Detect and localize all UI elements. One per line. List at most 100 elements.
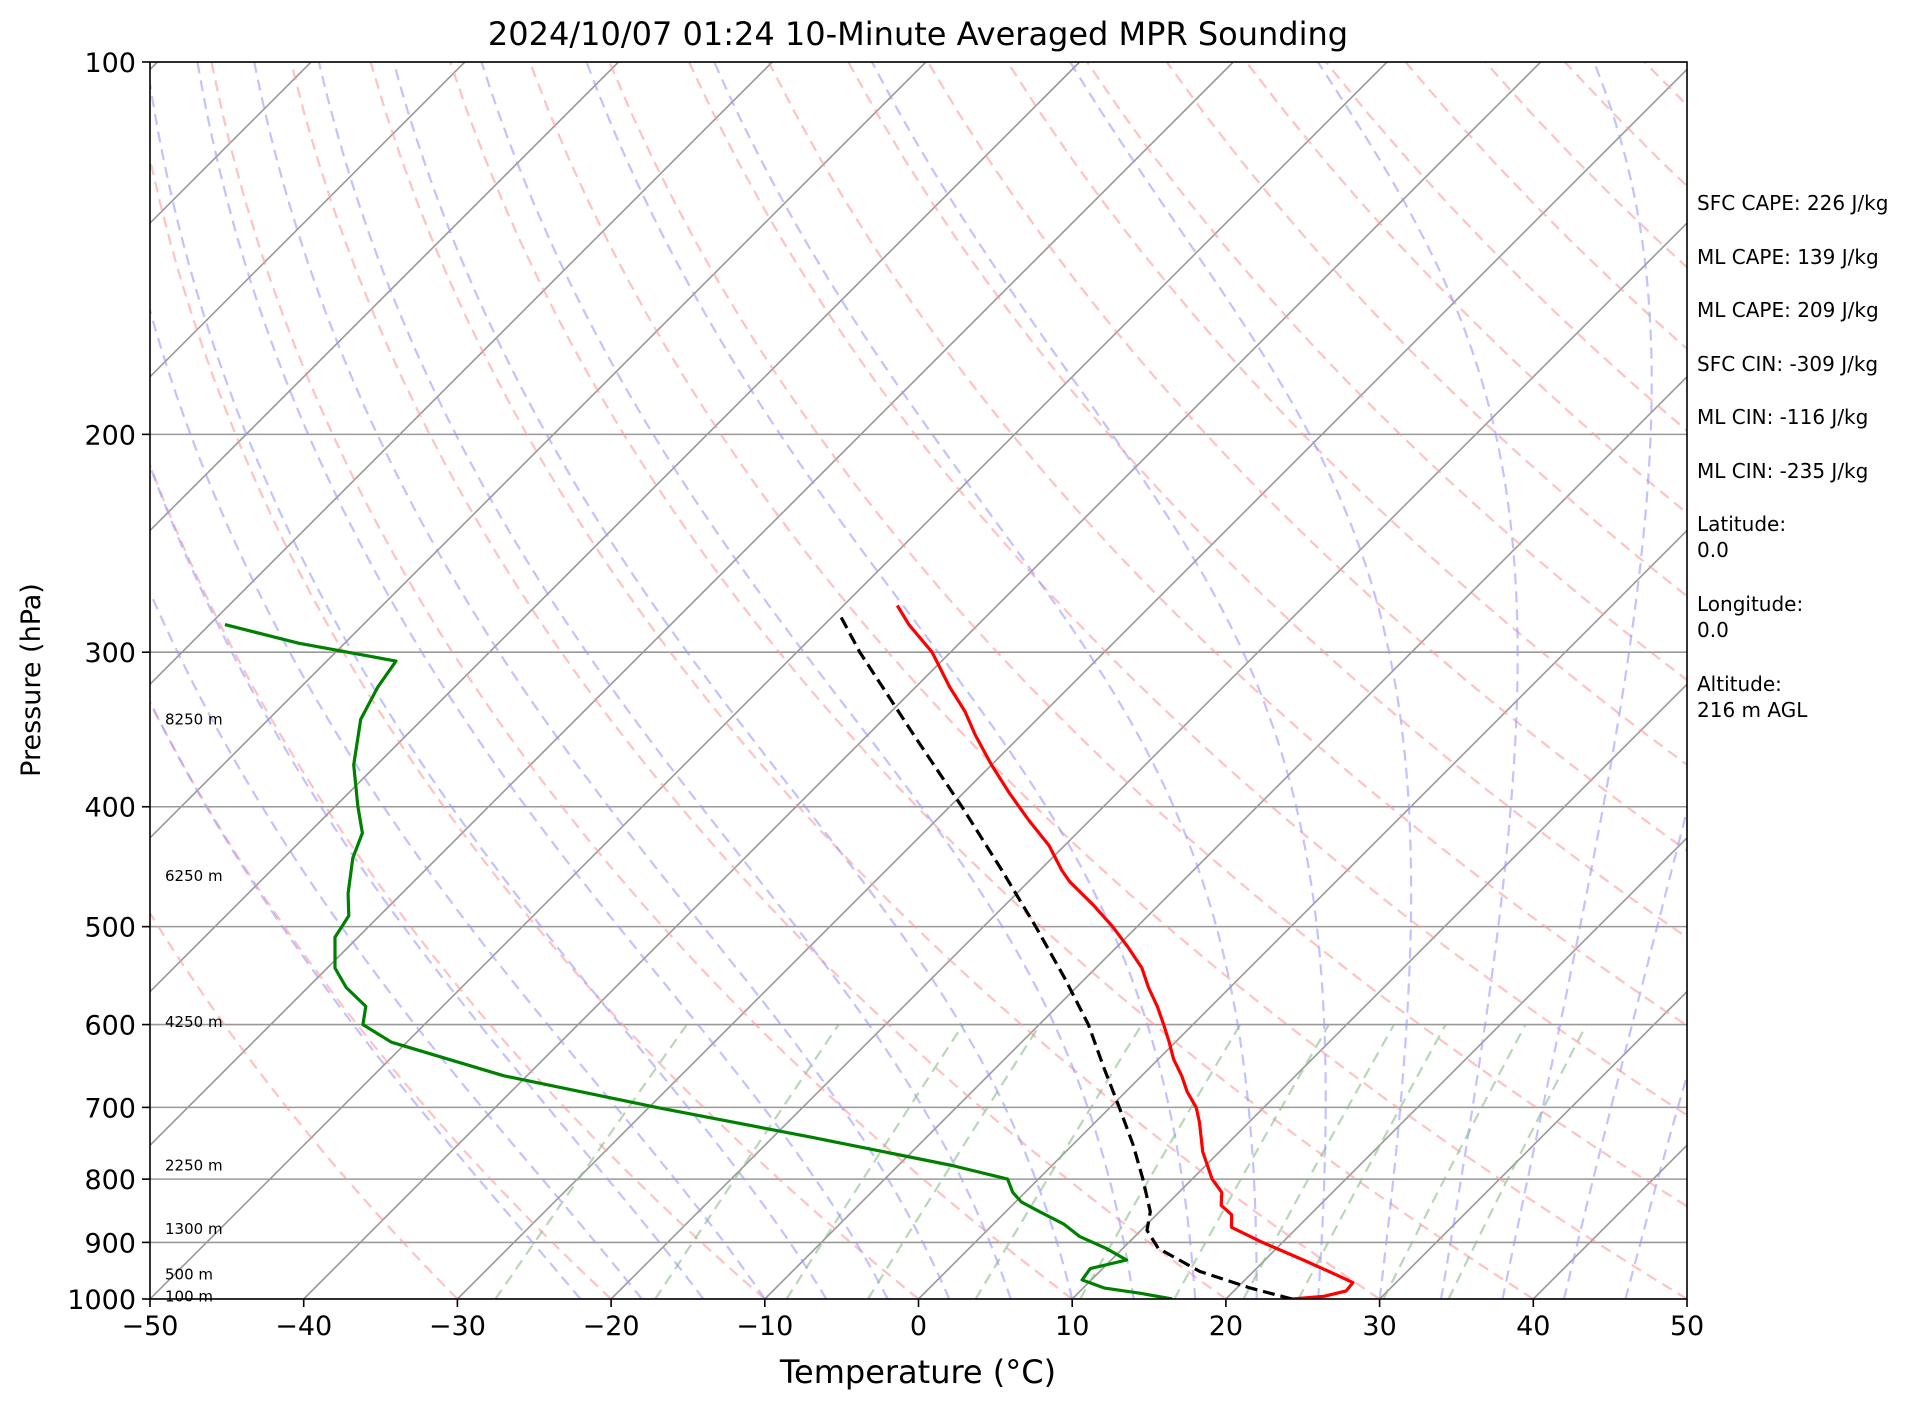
height-label: 500 m [165,1265,213,1283]
y-axis-label: Pressure (hPa) [16,583,47,777]
moist-adiabat [150,76,828,1299]
y-tick-label: 800 [84,1165,136,1196]
mixing-ratio-line [867,1024,1042,1299]
mixing-ratio-line [1447,1024,1588,1299]
y-tick-label: 1000 [67,1285,136,1316]
ml-cape-text: ML CAPE: 139 J/kg [1697,245,1879,269]
dry-adiabat [608,62,1687,1208]
ml-cin-text: ML CIN: -116 J/kg [1697,405,1869,429]
dry-adiabat [847,62,1687,939]
sfc-cin-text: SFC CIN: -309 J/kg [1697,352,1879,376]
moist-adiabat [150,699,582,1299]
dry-adiabat [369,62,1381,1299]
moist-adiabat [150,306,766,1299]
mixing-ratio-line [1079,1024,1242,1299]
mixing-ratio-line [1173,1024,1330,1299]
dry-adiabat [688,62,1687,1117]
moist-adiabat [1069,62,1413,1299]
x-tick-label: −20 [583,1311,640,1342]
isotherm-line [1071,683,1687,1299]
isotherm-line [1379,990,1687,1299]
y-tick-label: 200 [84,420,136,451]
moist-adiabat [585,62,1197,1299]
mixing-ratio-line [1382,1024,1527,1299]
moist-adiabat [253,62,951,1299]
isotherm-line [303,62,1542,1299]
dry-adiabat [150,700,612,1299]
y-tick-label: 400 [84,793,136,824]
isotherm-line [1225,836,1687,1299]
x-tick-label: 40 [1516,1311,1550,1342]
dry-adiabat [150,911,459,1299]
height-label: 6250 m [165,867,223,885]
x-tick-label: 20 [1209,1311,1243,1342]
isotherm-line [150,62,773,686]
x-tick-label: −50 [122,1311,179,1342]
x-tick-label: 10 [1055,1311,1089,1342]
background-lines [0,62,1687,1299]
isotherm-line [456,68,1687,1299]
x-tick-label: −40 [275,1311,332,1342]
dry-adiabat [150,153,920,1299]
moist-adiabat [1562,805,1687,1299]
height-labels: 8250 m 6250 m 4250 m 2250 m 1300 m 500 m 100 m [165,710,223,1305]
moist-adiabat [1501,62,1653,1299]
x-axis-label: Temperature (°C) [779,1353,1056,1391]
y-tick-label: 500 [84,913,136,944]
dry-adiabat [1165,62,1687,598]
isotherm-line [764,375,1687,1299]
dry-adiabat [150,462,766,1299]
isotherm-line [150,62,1081,993]
dry-adiabat [210,62,1073,1299]
longitude-text: Longitude: 0.0 [1697,592,1804,642]
isotherm-line [917,529,1687,1299]
y-tick-label: 700 [84,1093,136,1124]
parcel-profile [838,614,1293,1299]
mixing-ratio-line [974,1024,1143,1299]
x-axis-ticks: −50 −40 −30 −20 −10 0 10 20 30 40 50 [122,1299,1704,1342]
mixing-ratio-line [785,1023,965,1299]
chart-title: 2024/10/07 01:24 10-Minute Averaged MPR … [488,15,1348,53]
dry-adiabat [1086,62,1687,682]
moist-adiabat [480,62,1135,1299]
moist-adiabat [317,62,1012,1299]
y-tick-label: 900 [84,1228,136,1259]
ml-cape-text-2: ML CAPE: 209 J/kg [1697,298,1879,322]
moist-adiabat [196,62,889,1299]
x-tick-label: 0 [910,1311,927,1342]
dry-adiabat [289,62,1227,1299]
data-series [224,604,1355,1299]
moist-adiabat [150,589,643,1299]
moist-adiabat [713,62,1258,1299]
dry-adiabat [926,62,1687,852]
mixing-ratio-line [1242,1024,1395,1299]
latitude-text: Latitude: 0.0 [1697,512,1787,562]
isotherm-line [0,62,4,1299]
dry-adiabat [767,62,1687,1027]
isotherm-line [150,62,620,532]
x-tick-label: 30 [1362,1311,1396,1342]
x-tick-label: 50 [1670,1311,1704,1342]
y-tick-label: 300 [84,638,136,669]
x-tick-label: −30 [429,1311,486,1342]
moist-adiabat [150,462,705,1299]
isotherm-line [150,62,466,378]
y-tick-label: 100 [84,48,136,79]
y-axis-ticks: 100 200 300 400 500 600 700 800 900 1000 [67,48,150,1316]
isotherm-line [610,221,1687,1299]
isotherm-line [150,62,1234,1147]
height-label: 4250 m [165,1013,223,1031]
x-tick-label: −10 [736,1311,793,1342]
temperature-profile [895,604,1355,1299]
moist-adiabat [392,62,1074,1299]
height-label: 1300 m [165,1220,223,1238]
mixing-ratio-line [1297,1024,1447,1299]
dewpoint-profile [224,623,1173,1299]
isotherm-line [150,62,927,840]
height-label: 2250 m [165,1157,223,1175]
mixing-ratio-line [654,1023,840,1299]
altitude-text: Altitude: 216 m AGL [1697,672,1808,722]
dry-adiabat [528,62,1687,1299]
height-label: 100 m [165,1287,213,1305]
dry-adiabat [449,62,1534,1299]
